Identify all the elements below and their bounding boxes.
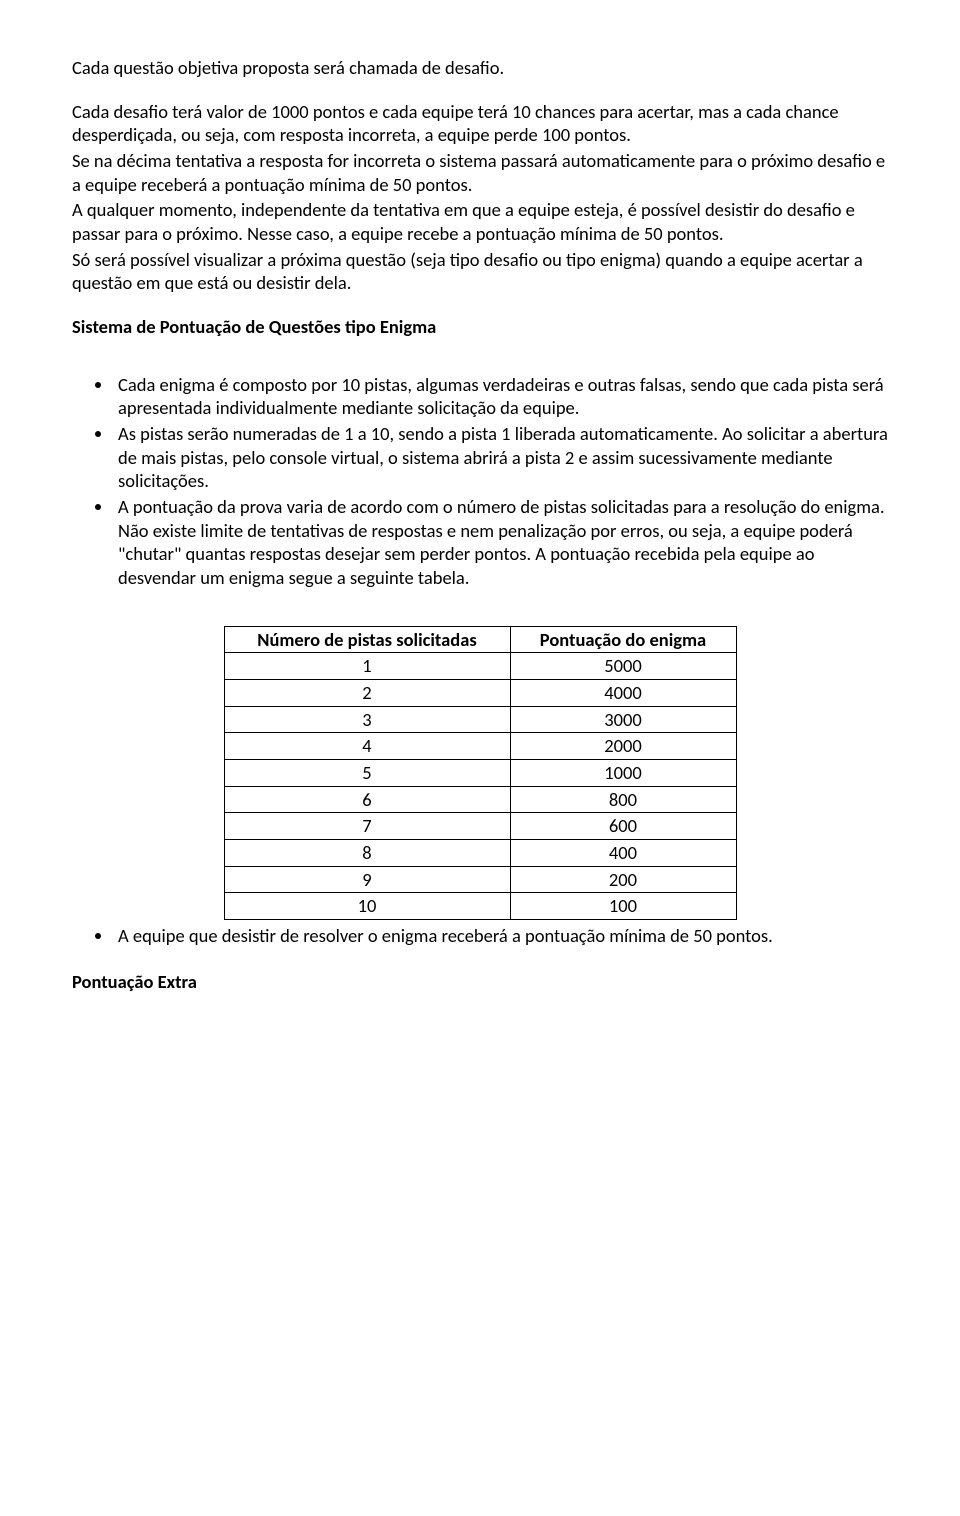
cell-pistas: 10 <box>224 893 510 920</box>
table-row: 8400 <box>224 840 736 867</box>
table-row: 9200 <box>224 866 736 893</box>
cell-pistas: 3 <box>224 706 510 733</box>
desafio-rule-1: Cada desafio terá valor de 1000 pontos e… <box>72 100 888 147</box>
intro-paragraph: Cada questão objetiva proposta será cham… <box>72 56 888 80</box>
enigma-item-3: A pontuação da prova varia de acordo com… <box>114 495 888 590</box>
cell-pontuacao: 4000 <box>510 680 736 707</box>
table-row: 42000 <box>224 733 736 760</box>
desafio-rule-3: A qualquer momento, independente da tent… <box>72 198 888 245</box>
cell-pontuacao: 5000 <box>510 653 736 680</box>
cell-pistas: 8 <box>224 840 510 867</box>
table-row: 10100 <box>224 893 736 920</box>
cell-pontuacao: 3000 <box>510 706 736 733</box>
desafio-rules-block: Cada desafio terá valor de 1000 pontos e… <box>72 100 888 295</box>
enigma-item-1: Cada enigma é composto por 10 pistas, al… <box>114 373 888 420</box>
table-header-row: Número de pistas solicitadas Pontuação d… <box>224 626 736 653</box>
col-header-pontuacao: Pontuação do enigma <box>510 626 736 653</box>
pontuacao-extra-heading: Pontuação Extra <box>72 970 888 994</box>
enigma-list-after-table: A equipe que desistir de resolver o enig… <box>82 924 888 948</box>
enigma-item-4: A equipe que desistir de resolver o enig… <box>114 924 888 948</box>
cell-pistas: 2 <box>224 680 510 707</box>
cell-pistas: 5 <box>224 760 510 787</box>
cell-pistas: 7 <box>224 813 510 840</box>
table-row: 7600 <box>224 813 736 840</box>
cell-pontuacao: 2000 <box>510 733 736 760</box>
cell-pontuacao: 100 <box>510 893 736 920</box>
cell-pistas: 1 <box>224 653 510 680</box>
cell-pontuacao: 1000 <box>510 760 736 787</box>
enigma-item-2: As pistas serão numeradas de 1 a 10, sen… <box>114 422 888 493</box>
enigma-heading: Sistema de Pontuação de Questões tipo En… <box>72 315 888 339</box>
pistas-table-body: 1500024000330004200051000680076008400920… <box>224 653 736 920</box>
enigma-list: Cada enigma é composto por 10 pistas, al… <box>82 373 888 590</box>
cell-pistas: 4 <box>224 733 510 760</box>
desafio-rule-2: Se na décima tentativa a resposta for in… <box>72 149 888 196</box>
table-row: 51000 <box>224 760 736 787</box>
cell-pontuacao: 400 <box>510 840 736 867</box>
table-row: 6800 <box>224 786 736 813</box>
cell-pontuacao: 200 <box>510 866 736 893</box>
cell-pistas: 6 <box>224 786 510 813</box>
table-row: 33000 <box>224 706 736 733</box>
cell-pontuacao: 600 <box>510 813 736 840</box>
cell-pontuacao: 800 <box>510 786 736 813</box>
cell-pistas: 9 <box>224 866 510 893</box>
table-row: 24000 <box>224 680 736 707</box>
pistas-table: Número de pistas solicitadas Pontuação d… <box>224 626 737 920</box>
col-header-pistas: Número de pistas solicitadas <box>224 626 510 653</box>
desafio-rule-4: Só será possível visualizar a próxima qu… <box>72 248 888 295</box>
table-row: 15000 <box>224 653 736 680</box>
